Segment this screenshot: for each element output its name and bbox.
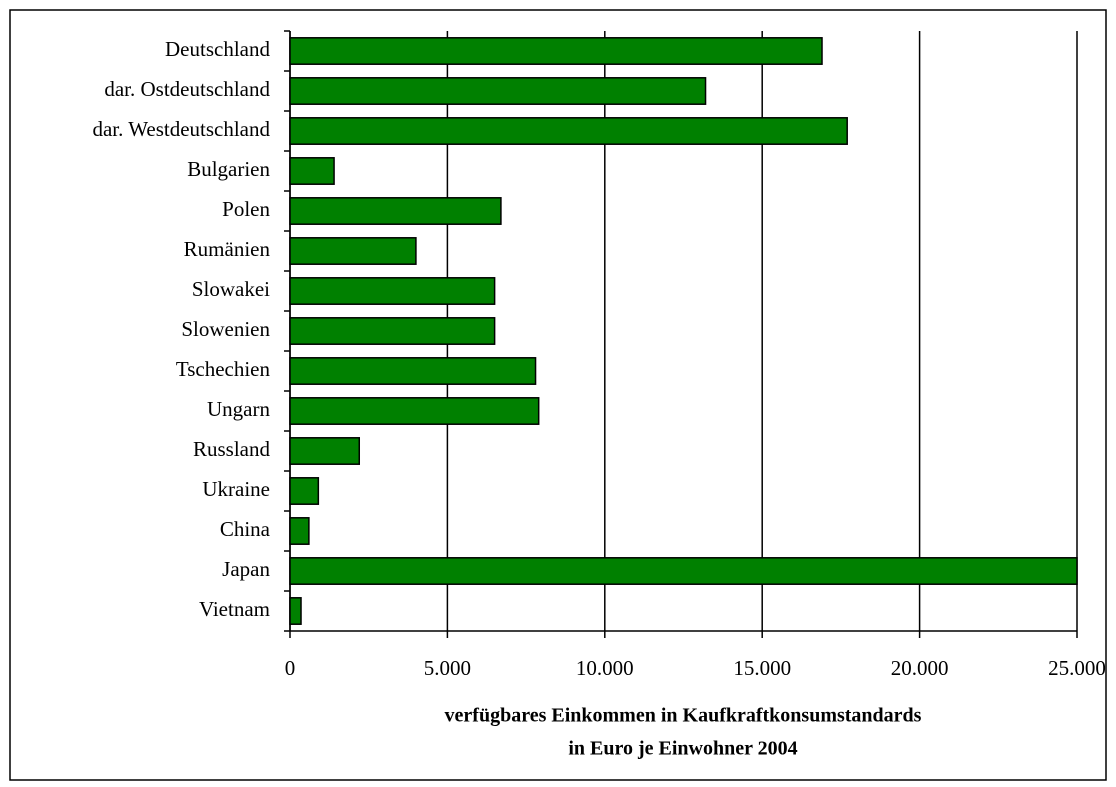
y-tick-label: Ukraine <box>202 477 270 501</box>
y-tick-label: Ungarn <box>207 397 270 421</box>
bar <box>289 317 496 345</box>
x-axis-label: verfügbares Einkommen in Kaufkraftkonsum… <box>445 705 922 727</box>
y-tick-label: dar. Ostdeutschland <box>104 77 270 101</box>
x-tick-label: 10.000 <box>576 656 634 680</box>
chart-border <box>9 9 1107 781</box>
x-tick-label: 25.000 <box>1048 656 1106 680</box>
y-tick-label: Japan <box>222 557 270 581</box>
bar <box>289 277 496 305</box>
bar <box>289 557 1078 585</box>
y-tick-label: China <box>220 517 271 541</box>
y-tick-label: Polen <box>222 197 270 221</box>
bar <box>289 437 361 465</box>
y-tick-label: Vietnam <box>199 597 270 621</box>
bar <box>289 397 540 425</box>
y-tick-label: Slowakei <box>192 277 270 301</box>
x-axis-label: in Euro je Einwohner 2004 <box>568 738 797 760</box>
bar <box>289 157 335 185</box>
bar <box>289 77 707 105</box>
x-tick-label: 15.000 <box>733 656 791 680</box>
y-tick-label: Slowenien <box>181 317 270 341</box>
bar <box>289 117 848 145</box>
y-tick-label: Rumänien <box>184 237 271 261</box>
y-tick-label: Bulgarien <box>187 157 270 181</box>
x-tick-label: 20.000 <box>891 656 949 680</box>
y-tick-label: dar. Westdeutschland <box>92 117 270 141</box>
bar <box>289 517 310 545</box>
bar <box>289 477 320 505</box>
y-tick-label: Deutschland <box>165 37 270 61</box>
x-tick-label: 0 <box>285 656 296 680</box>
y-tick-label: Russland <box>193 437 271 461</box>
x-tick-label: 5.000 <box>424 656 471 680</box>
bar <box>289 37 823 65</box>
bar <box>289 357 537 385</box>
bar <box>289 197 502 225</box>
y-tick-label: Tschechien <box>176 357 271 381</box>
bar <box>289 237 417 265</box>
bar <box>289 597 302 625</box>
